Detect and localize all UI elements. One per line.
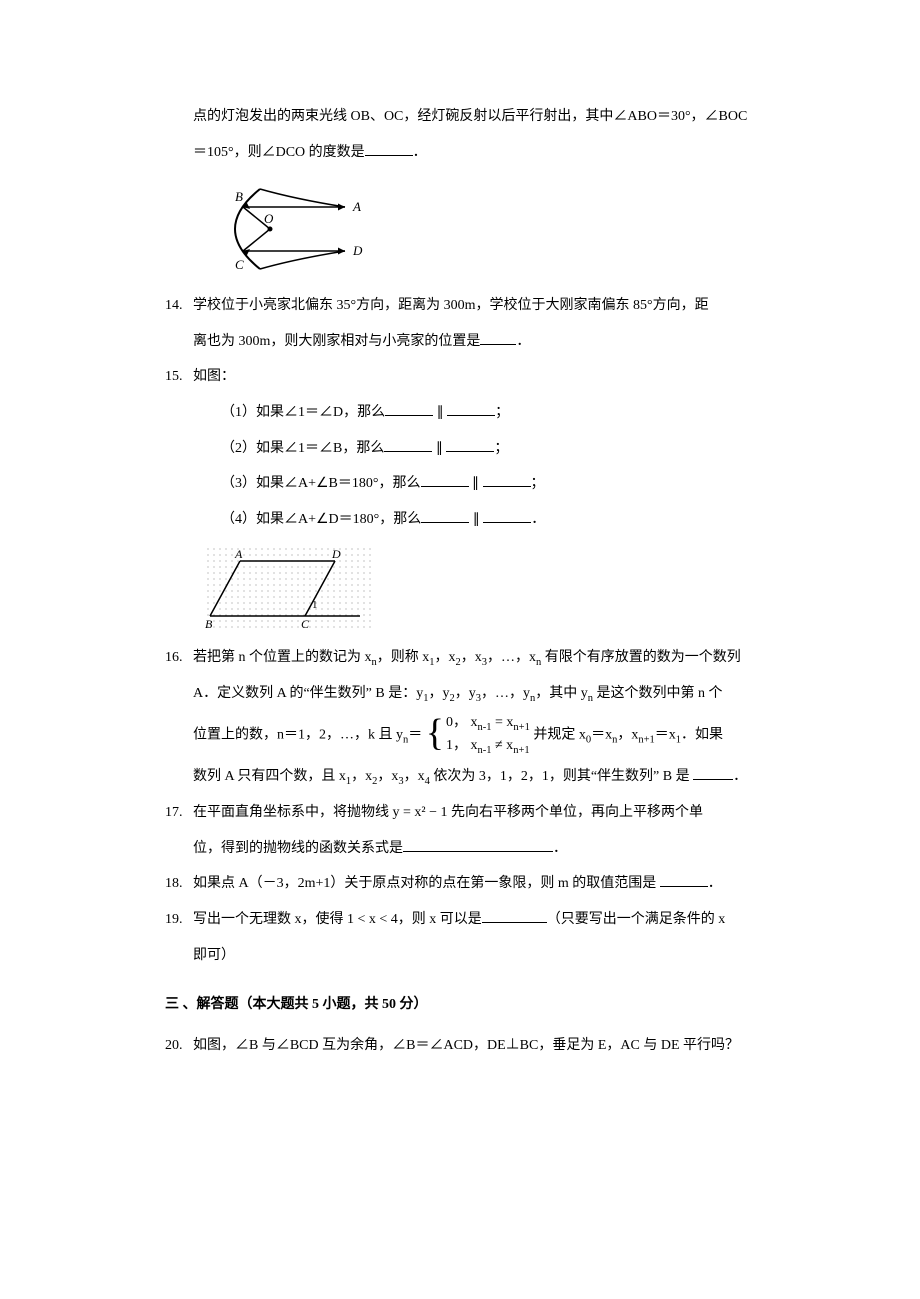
q19-text1b: （只要写出一个满足条件的 x <box>547 912 726 927</box>
svg-text:B: B <box>205 617 213 631</box>
q20-num: 20. <box>165 1029 193 1063</box>
q20-text: 如图，∠B 与∠BCD 互为余角，∠B＝∠ACD，DE⊥BC，垂足为 E，AC … <box>193 1038 739 1053</box>
q15-parallel3: ∥ <box>469 476 483 491</box>
q15-figure: A D B C 1 <box>205 546 375 631</box>
q15-item3: （3）如果∠A+∠B＝180°，那么 ∥ ； <box>165 467 760 501</box>
svg-text:1: 1 <box>312 599 318 611</box>
q16-formula: { 0， xn-1 = xn+1 1， xn-1 ≠ xn+1 <box>426 713 530 758</box>
q17-text1: 在平面直角坐标系中，将抛物线 y = x² − 1 先向右平移两个单位，再向上平… <box>193 805 703 820</box>
q13-blank <box>365 142 413 156</box>
q15-item4-text: （4）如果∠A+∠D＝180°，那么 <box>221 512 421 527</box>
q18-num: 18. <box>165 867 193 901</box>
svg-text:B: B <box>235 189 243 204</box>
q15-blank2b <box>446 438 494 452</box>
q13-suffix: ． <box>413 145 427 160</box>
question-13: 点的灯泡发出的两束光线 OB、OC，经灯碗反射以后平行射出，其中∠ABO＝30°… <box>165 100 760 279</box>
q15-blank1a <box>385 402 433 416</box>
q14-num: 14. <box>165 289 193 323</box>
q15-blank3b <box>483 473 531 487</box>
svg-text:C: C <box>235 257 244 272</box>
q19-line1: 19.写出一个无理数 x，使得 1 < x < 4，则 x 可以是 （只要写出一个… <box>165 903 760 937</box>
q15-item4: （4）如果∠A+∠D＝180°，那么 ∥ ． <box>165 503 760 537</box>
q13-line1: 点的灯泡发出的两束光线 OB、OC，经灯碗反射以后平行射出，其中∠ABO＝30°… <box>165 100 760 134</box>
q19-num: 19. <box>165 903 193 937</box>
svg-text:D: D <box>352 243 363 258</box>
question-14: 14.学校位于小亮家北偏东 35°方向，距离为 300m，学校位于大刚家南偏东 … <box>165 289 760 358</box>
q16-suffix: ． <box>733 769 747 784</box>
q15-blank1b <box>447 402 495 416</box>
question-16: 16.若把第 n 个位置上的数记为 xn，则称 x1，x2，x3，…，xn 有限… <box>165 641 760 794</box>
question-19: 19.写出一个无理数 x，使得 1 < x < 4，则 x 可以是 （只要写出一个… <box>165 903 760 972</box>
q15-item2-text: （2）如果∠1＝∠B，那么 <box>221 441 384 456</box>
q19-text1a: 写出一个无理数 x，使得 1 < x < 4，则 x 可以是 <box>193 912 482 927</box>
q16-num: 16. <box>165 641 193 675</box>
q14-text1: 学校位于小亮家北偏东 35°方向，距离为 300m，学校位于大刚家南偏东 85°… <box>193 298 709 313</box>
q15-blank4b <box>483 509 531 523</box>
q17-num: 17. <box>165 796 193 830</box>
q15-blank4a <box>421 509 469 523</box>
q17-suffix: ． <box>553 841 567 856</box>
q15-blank2a <box>384 438 432 452</box>
q15-suf4: ． <box>531 512 545 527</box>
q15-parallel4: ∥ <box>469 512 483 527</box>
q18-blank <box>660 873 708 887</box>
q19-text2: 即可） <box>193 948 235 963</box>
q18-text: 如果点 A（－3，2m+1）关于原点对称的点在第一象限，则 m 的取值范围是 <box>193 876 660 891</box>
q18-suffix: ． <box>708 876 722 891</box>
svg-text:A: A <box>352 199 361 214</box>
q16-line2: A．定义数列 A 的“伴生数列” B 是：y1，y2，y3，…，yn，其中 yn… <box>165 677 760 711</box>
q17-line1: 17.在平面直角坐标系中，将抛物线 y = x² − 1 先向右平移两个单位，再… <box>165 796 760 830</box>
q15-suf2: ； <box>494 441 508 456</box>
q15-parallel2: ∥ <box>432 441 446 456</box>
q14-line1: 14.学校位于小亮家北偏东 35°方向，距离为 300m，学校位于大刚家南偏东 … <box>165 289 760 323</box>
bracket-icon: { <box>426 713 444 758</box>
q15-parallel1: ∥ <box>433 405 447 420</box>
q14-text2: 离也为 300m，则大刚家相对与小亮家的位置是 <box>193 334 480 349</box>
question-15: 15.如图： （1）如果∠1＝∠D，那么 ∥ ； （2）如果∠1＝∠B，那么 ∥… <box>165 360 760 631</box>
q16-blank <box>693 766 733 780</box>
q15-num: 15. <box>165 360 193 394</box>
q15-item2: （2）如果∠1＝∠B，那么 ∥ ； <box>165 432 760 466</box>
q15-item1: （1）如果∠1＝∠D，那么 ∥ ； <box>165 396 760 430</box>
q20-line: 20.如图，∠B 与∠BCD 互为余角，∠B＝∠ACD，DE⊥BC，垂足为 E，… <box>165 1029 760 1063</box>
question-18: 18.如果点 A（－3，2m+1）关于原点对称的点在第一象限，则 m 的取值范围… <box>165 867 760 901</box>
section-3-title: 三 、解答题（本大题共 5 小题，共 50 分） <box>165 990 760 1021</box>
q17-text2: 位，得到的抛物线的函数关系式是 <box>193 841 403 856</box>
q14-suffix: ． <box>516 334 530 349</box>
q13-figure: B A O C D <box>205 179 385 279</box>
q15-title-text: 如图： <box>193 369 235 384</box>
q14-line2: 离也为 300m，则大刚家相对与小亮家的位置是 ． <box>165 325 760 359</box>
svg-text:C: C <box>301 617 310 631</box>
q15-suf3: ； <box>531 476 545 491</box>
svg-text:D: D <box>331 547 341 561</box>
svg-text:O: O <box>264 211 274 226</box>
q15-suf1: ； <box>495 405 509 420</box>
svg-text:A: A <box>234 547 243 561</box>
q19-line2: 即可） <box>165 939 760 973</box>
question-17: 17.在平面直角坐标系中，将抛物线 y = x² − 1 先向右平移两个单位，再… <box>165 796 760 865</box>
q17-line2: 位，得到的抛物线的函数关系式是 ． <box>165 832 760 866</box>
q15-item3-text: （3）如果∠A+∠B＝180°，那么 <box>221 476 421 491</box>
q15-blank3a <box>421 473 469 487</box>
q19-blank <box>482 909 547 923</box>
q13-text: ＝105°，则∠DCO 的度数是 <box>193 145 365 160</box>
q15-item1-text: （1）如果∠1＝∠D，那么 <box>221 405 385 420</box>
q15-title: 15.如图： <box>165 360 760 394</box>
question-20: 20.如图，∠B 与∠BCD 互为余角，∠B＝∠ACD，DE⊥BC，垂足为 E，… <box>165 1029 760 1063</box>
q14-blank <box>480 331 516 345</box>
q16-line3: 位置上的数，n＝1，2，…，k 且 yn＝ { 0， xn-1 = xn+1 1… <box>165 713 760 758</box>
q16-line4: 数列 A 只有四个数，且 x1，x2，x3，x4 依次为 3，1，2，1，则其“… <box>165 760 760 794</box>
q13-line2: ＝105°，则∠DCO 的度数是 ． <box>165 136 760 170</box>
q17-blank <box>403 838 553 852</box>
q18-line: 18.如果点 A（－3，2m+1）关于原点对称的点在第一象限，则 m 的取值范围… <box>165 867 760 901</box>
q16-line1: 16.若把第 n 个位置上的数记为 xn，则称 x1，x2，x3，…，xn 有限… <box>165 641 760 675</box>
